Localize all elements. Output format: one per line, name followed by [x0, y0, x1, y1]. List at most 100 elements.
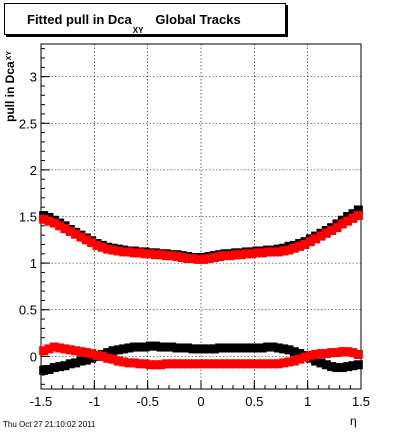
data-point — [199, 254, 209, 264]
data-point — [343, 347, 353, 357]
series-2 — [39, 211, 363, 264]
data-point — [353, 211, 363, 221]
data-points — [39, 205, 363, 375]
data-point — [300, 239, 310, 249]
data-point — [337, 219, 347, 229]
data-point — [252, 359, 262, 369]
data-point — [135, 359, 145, 369]
data-point — [188, 344, 198, 354]
data-point — [343, 212, 353, 221]
data-point — [279, 246, 289, 256]
data-point — [76, 232, 86, 242]
data-point — [241, 249, 251, 259]
data-point — [140, 249, 150, 259]
data-point — [337, 347, 347, 357]
data-point — [108, 346, 118, 356]
y-tick-label: 1.5 — [19, 210, 37, 225]
data-point — [124, 358, 134, 368]
data-point — [145, 249, 155, 259]
data-point — [183, 343, 193, 353]
data-point — [257, 248, 267, 258]
data-point — [65, 345, 75, 355]
data-point — [81, 355, 91, 365]
data-point — [113, 356, 123, 366]
data-point — [97, 242, 107, 252]
data-point — [209, 253, 219, 263]
data-point — [65, 359, 75, 369]
data-point — [273, 343, 283, 353]
data-point — [204, 359, 214, 369]
data-point — [49, 363, 59, 373]
title-box: Fitted pull in DcaXY Global Tracks — [4, 3, 286, 35]
y-axis-label: pull in DcaXY — [3, 51, 17, 122]
data-point — [129, 248, 139, 258]
data-point — [161, 251, 171, 261]
data-point — [279, 344, 289, 354]
data-point — [263, 359, 273, 369]
y-tick-label: 0.5 — [19, 303, 37, 318]
data-point — [39, 214, 49, 224]
data-point — [289, 356, 299, 366]
data-point — [135, 342, 145, 352]
data-point — [55, 362, 65, 372]
data-point — [87, 353, 97, 363]
data-point — [145, 360, 155, 370]
data-point — [39, 346, 49, 356]
y-tick-label: 3 — [30, 70, 37, 85]
data-point — [87, 349, 97, 359]
data-point — [241, 359, 251, 369]
data-point — [140, 359, 150, 369]
x-axis-label: η — [350, 414, 357, 428]
data-point — [231, 359, 241, 369]
data-point — [135, 248, 145, 258]
data-point — [199, 344, 209, 354]
data-point — [311, 350, 321, 359]
data-point — [268, 342, 278, 352]
data-point — [177, 253, 187, 263]
data-point — [231, 250, 241, 260]
data-point — [81, 235, 91, 245]
data-point — [161, 359, 171, 369]
data-point — [129, 358, 139, 368]
data-point — [124, 247, 134, 257]
data-point — [71, 358, 81, 368]
data-point — [156, 360, 166, 370]
data-point — [204, 253, 214, 263]
data-point — [279, 358, 289, 368]
data-point — [124, 343, 134, 353]
chart-title: Fitted pull in DcaXY Global Tracks — [27, 12, 241, 35]
data-point — [81, 348, 91, 358]
timestamp-footer: Thu Oct 27 21:10:02 2011 — [3, 420, 96, 429]
data-point — [241, 343, 251, 353]
data-point — [343, 362, 353, 372]
data-point — [225, 343, 235, 353]
data-point — [305, 237, 315, 247]
data-point — [247, 249, 257, 259]
data-point — [353, 205, 363, 215]
data-point — [103, 244, 113, 254]
data-point — [263, 342, 273, 352]
data-point — [145, 341, 155, 351]
data-point — [316, 231, 326, 241]
title-main: Fitted pull in Dca — [27, 12, 132, 27]
data-point — [156, 250, 166, 260]
data-point — [193, 254, 203, 264]
data-point — [332, 223, 342, 233]
data-point — [188, 253, 198, 263]
data-point — [60, 344, 70, 354]
axis-ticks — [40, 48, 362, 389]
data-point — [92, 240, 102, 250]
data-point — [348, 361, 358, 371]
data-point — [247, 343, 257, 353]
data-point — [284, 245, 294, 255]
data-point — [161, 342, 171, 352]
y-tick-label: 0 — [30, 349, 37, 364]
x-tick-label: -0.5 — [136, 394, 158, 409]
data-point — [71, 229, 81, 239]
data-point — [321, 349, 331, 359]
data-point — [172, 252, 182, 262]
title-suffix: Global Tracks — [155, 12, 241, 27]
data-point — [92, 350, 102, 360]
data-point — [247, 359, 257, 369]
data-point — [209, 359, 219, 369]
